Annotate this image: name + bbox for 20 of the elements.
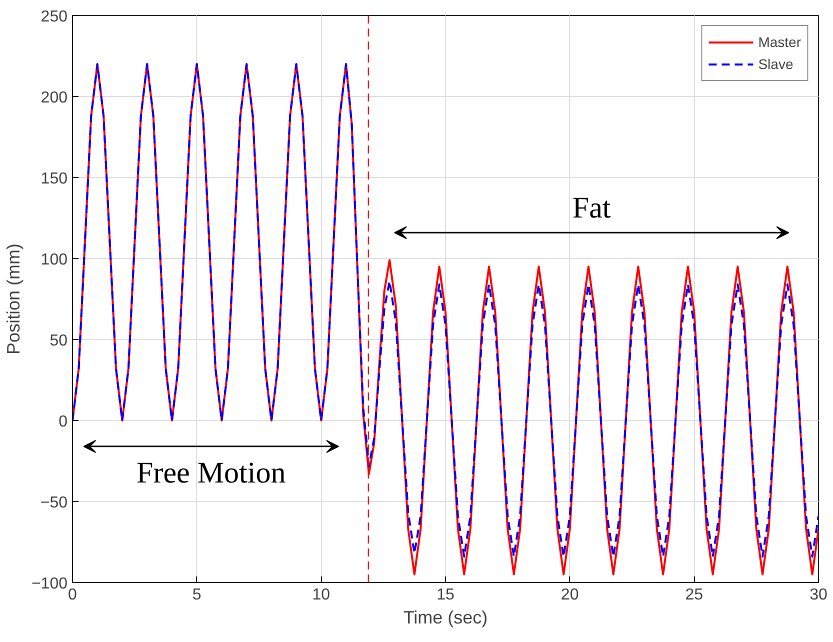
y-axis-title: Position (mm) <box>3 243 24 355</box>
legend-label: Master <box>758 34 801 50</box>
x-tick-label: 10 <box>312 586 330 604</box>
y-tick-label: 100 <box>40 252 68 268</box>
x-tick-label: 30 <box>810 586 828 604</box>
annotation: Fat <box>572 192 612 225</box>
x-tick-label: 25 <box>685 586 704 604</box>
y-tick-label: 250 <box>40 8 68 26</box>
y-tick-label: 150 <box>40 170 68 188</box>
y-tick-label: 50 <box>50 332 68 350</box>
annotation: Free Motion <box>136 456 286 490</box>
legend-label: Slave <box>758 56 794 72</box>
x-axis-title: Time (sec) <box>403 608 488 628</box>
x-tick-label: 5 <box>192 586 202 604</box>
y-tick-label: −50 <box>40 494 68 512</box>
y-tick-label: 0 <box>58 414 68 430</box>
x-tick-label: 20 <box>560 586 579 604</box>
y-tick-label: 200 <box>40 90 68 106</box>
x-tick-label: 15 <box>436 586 454 604</box>
y-tick-label: −100 <box>31 576 68 592</box>
